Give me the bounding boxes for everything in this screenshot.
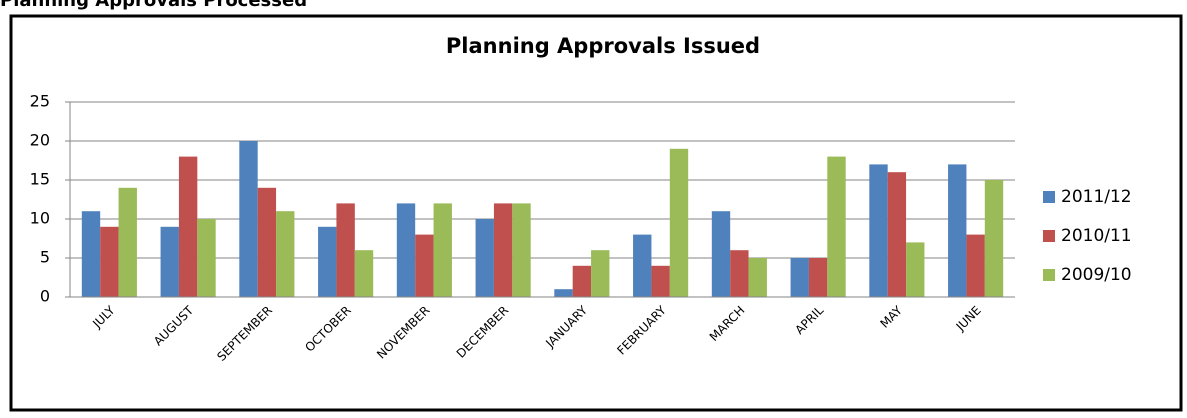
legend-label: 2011/12: [1061, 187, 1132, 207]
bar: [318, 226, 337, 297]
bar: [869, 164, 888, 297]
bar: [572, 265, 592, 297]
bar: [257, 187, 277, 297]
bar: [276, 211, 295, 297]
bar: [591, 250, 610, 297]
bar: [554, 289, 573, 297]
bar: [711, 211, 731, 297]
y-tick-label: 25: [30, 92, 50, 111]
legend-label: 2009/10: [1061, 265, 1132, 285]
y-tick-label: 20: [30, 131, 50, 150]
bar: [160, 226, 179, 297]
y-tick-label: 5: [40, 248, 50, 267]
bar: [493, 203, 513, 297]
bar: [966, 234, 985, 297]
bar: [808, 258, 828, 297]
bar: [100, 226, 119, 297]
heading: Planning Approvals Processed: [0, 0, 307, 11]
bar: [730, 250, 749, 297]
bar: [81, 211, 101, 297]
bar: [906, 242, 925, 297]
bar: [827, 156, 846, 297]
bar: [178, 156, 198, 297]
bar: [669, 148, 689, 297]
bar: [984, 180, 1004, 297]
bar: [790, 258, 809, 297]
bar: [887, 172, 907, 297]
bar: [633, 234, 652, 297]
bar: [512, 203, 531, 297]
bar: [475, 219, 494, 297]
bar: [948, 164, 967, 297]
legend-swatch: [1043, 191, 1055, 203]
bar: [396, 203, 416, 297]
bar: [239, 141, 258, 297]
legend-swatch: [1043, 269, 1055, 281]
bar: [336, 203, 355, 297]
y-tick-label: 15: [30, 170, 50, 189]
y-tick-label: 0: [40, 287, 50, 306]
bar: [197, 219, 216, 297]
bar: [415, 234, 434, 297]
bar: [748, 258, 767, 297]
bar: [118, 187, 137, 297]
bar: [433, 203, 452, 297]
bar: [354, 250, 374, 297]
chart-title: Planning Approvals Issued: [446, 34, 760, 58]
y-tick-label: 10: [30, 209, 50, 228]
legend-label: 2010/11: [1061, 226, 1132, 246]
bar: [651, 265, 670, 297]
legend-swatch: [1043, 230, 1055, 242]
